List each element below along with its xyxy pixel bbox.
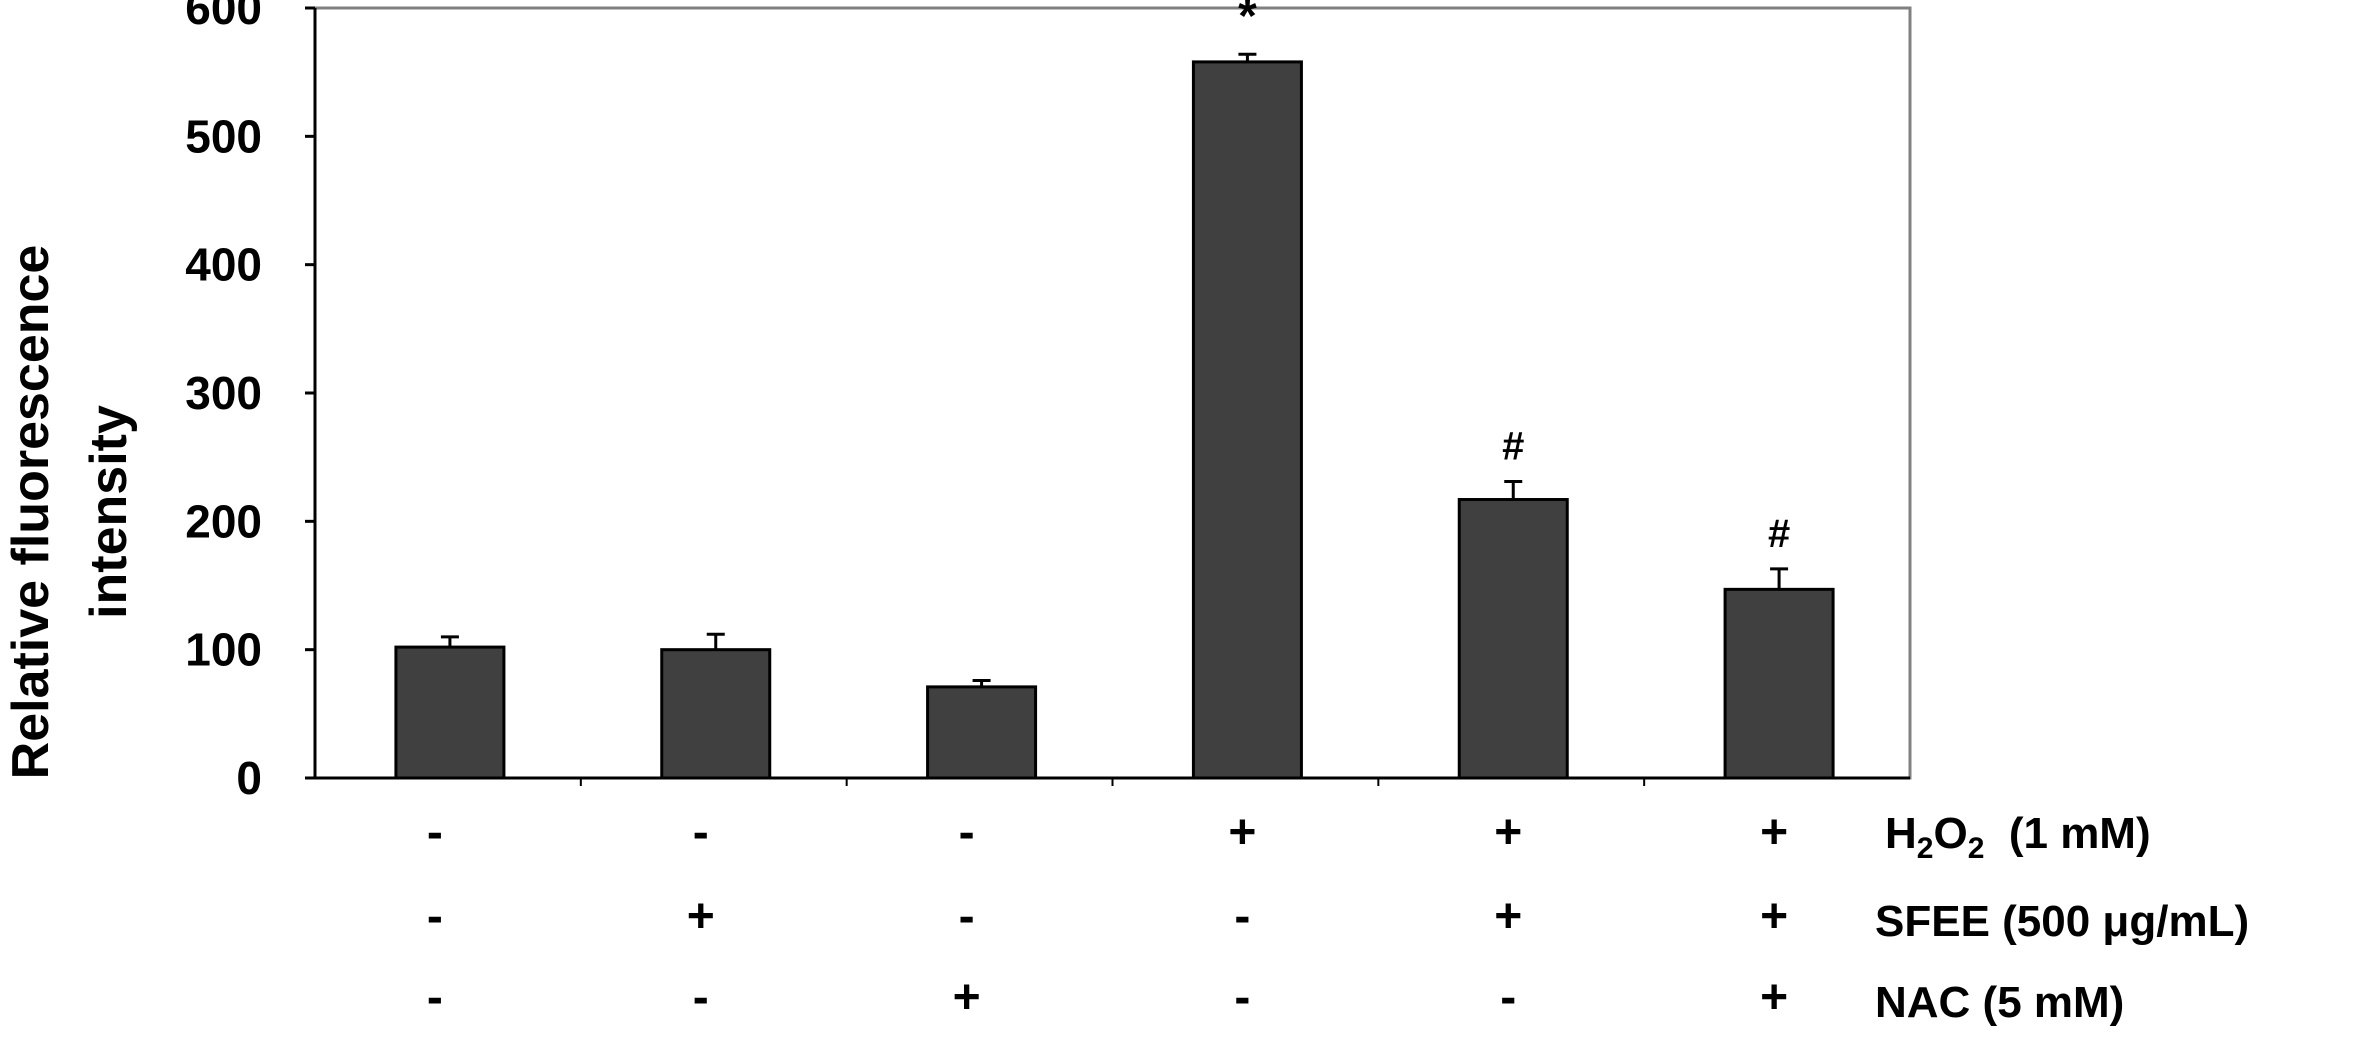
y-tick-label: 0 — [236, 752, 262, 804]
treatment-label-nac: NAC (5 mM) — [1875, 978, 2124, 1027]
treatment-sign: - — [427, 806, 443, 859]
treatment-sign: + — [953, 971, 981, 1024]
y-tick-label: 100 — [185, 624, 262, 676]
bar — [394, 645, 506, 780]
treatment-sign: - — [959, 890, 975, 943]
treatment-row-sfee: SFEE (500 μg/mL) - + - - + + — [427, 890, 2249, 946]
treatment-row-nac: NAC (5 mM) - - + - - + — [427, 971, 2124, 1027]
treatment-sign: + — [1494, 806, 1522, 859]
treatment-sign: - — [1234, 890, 1250, 943]
bar — [1191, 60, 1303, 780]
treatment-sign: - — [1234, 971, 1250, 1024]
significance-mark: # — [1768, 512, 1790, 556]
treatment-sign: - — [693, 971, 709, 1024]
treatment-label-sfee: SFEE (500 μg/mL) — [1875, 897, 2249, 946]
plot-frame — [313, 6, 1912, 780]
y-tick-label: 600 — [185, 0, 262, 34]
significance-mark: * — [1238, 0, 1257, 43]
treatment-sign: - — [427, 971, 443, 1024]
treatment-sign: + — [1760, 806, 1788, 859]
treatment-sign: + — [687, 890, 715, 943]
treatment-sign: - — [1500, 971, 1516, 1024]
treatment-table: H2O2 (1 mM) - - - + + + SFEE (500 μg/mL) - + - -… — [427, 806, 2249, 1027]
y-axis-label-line-1: Relative fluorescence — [2, 245, 60, 780]
treatment-sign: + — [1228, 806, 1256, 859]
treatment-sign: + — [1760, 971, 1788, 1024]
treatment-sign: + — [1494, 890, 1522, 943]
y-axis-label-line-2: intensity — [80, 405, 138, 619]
treatment-sign: - — [693, 806, 709, 859]
y-tick-label: 200 — [185, 495, 262, 547]
treatment-row-h2o2: H2O2 (1 mM) - - - + + + — [427, 806, 2151, 865]
treatment-sign: + — [1760, 890, 1788, 943]
bar — [926, 685, 1038, 780]
bar — [660, 648, 772, 780]
treatment-label-h2o2: H2O2 (1 mM) — [1885, 809, 2151, 865]
y-tick-label: 500 — [185, 110, 262, 162]
bar — [1723, 587, 1835, 780]
significance-mark: # — [1502, 425, 1524, 469]
treatment-sign: - — [427, 890, 443, 943]
y-axis-ticks: 0 100 200 300 400 500 600 — [185, 0, 315, 804]
treatment-sign: - — [959, 806, 975, 859]
y-tick-label: 300 — [185, 367, 262, 419]
significance-annotations: * # # — [1238, 0, 1790, 556]
error-bars — [440, 52, 1789, 687]
y-tick-label: 400 — [185, 239, 262, 291]
bars — [394, 60, 1835, 780]
x-axis-ticks — [579, 778, 1646, 786]
bar — [1457, 498, 1569, 780]
